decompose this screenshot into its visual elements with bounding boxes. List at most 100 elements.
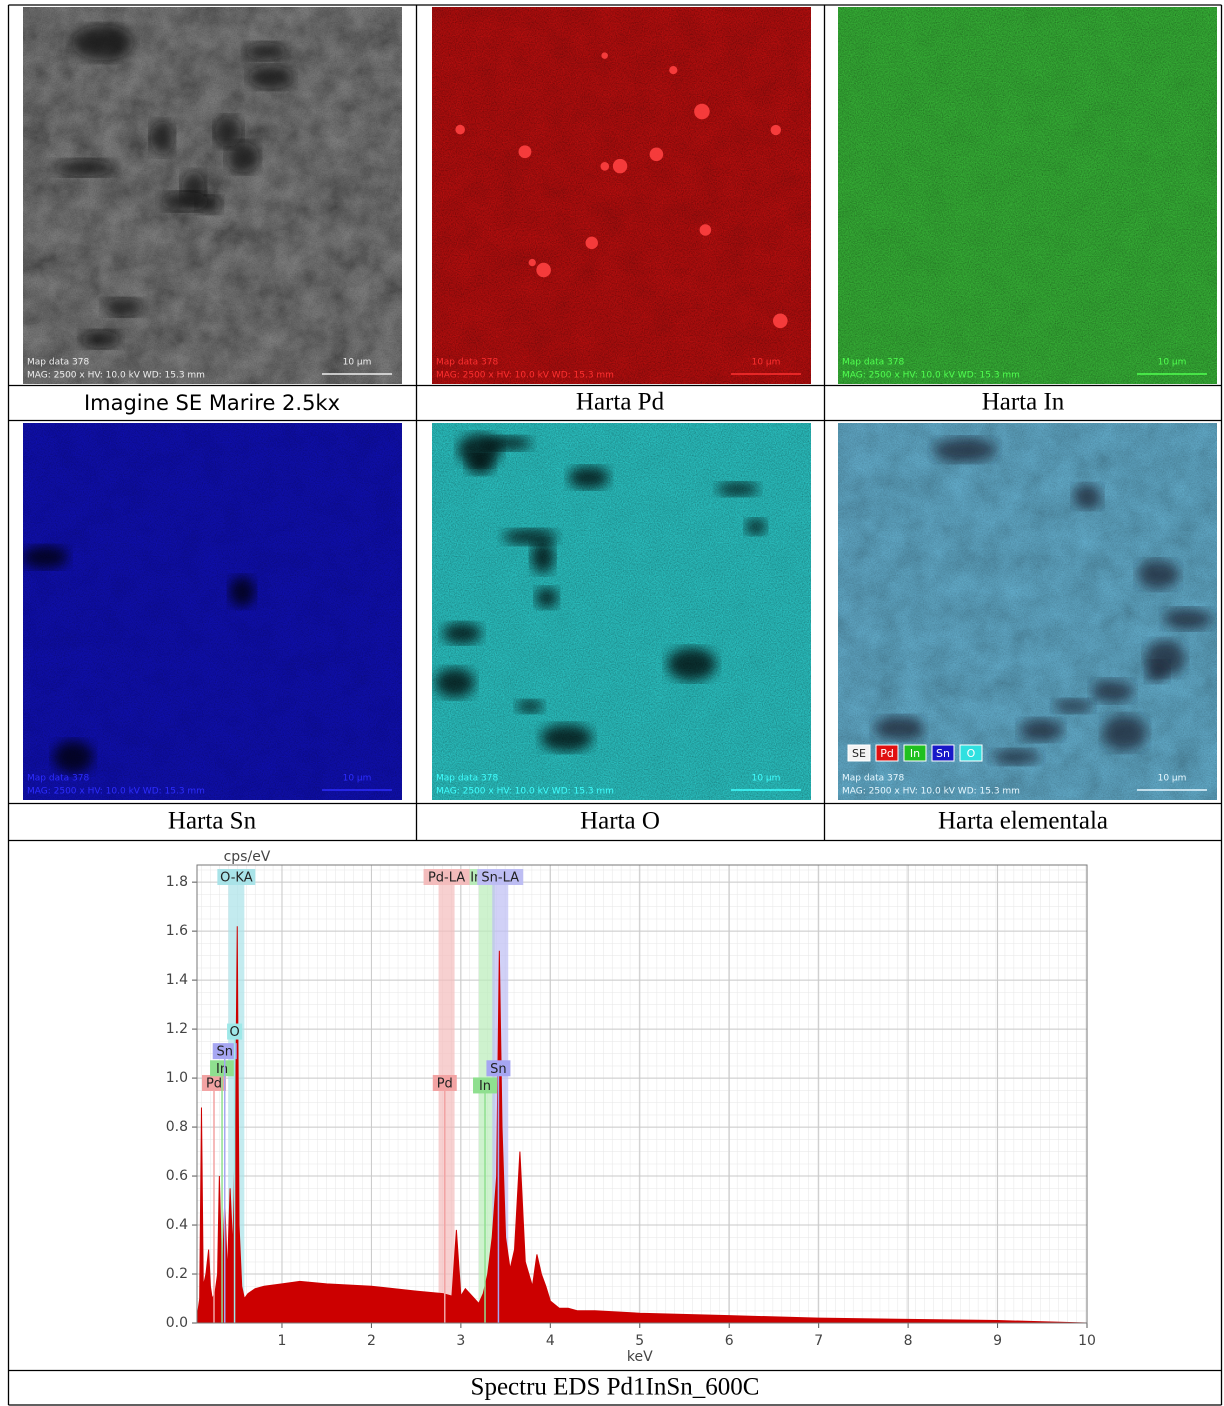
dark-feature xyxy=(874,716,923,740)
scale-label: 10 µm xyxy=(752,774,781,784)
dark-feature xyxy=(1137,560,1179,589)
x-tick-label: 2 xyxy=(367,1333,376,1349)
bright-spot xyxy=(700,224,712,236)
dark-feature xyxy=(1146,661,1168,682)
map-info: MAG: 2500 x HV: 10.0 kV WD: 15.3 mm xyxy=(436,787,614,797)
map-label: Map data 378 xyxy=(436,774,498,784)
bright-spot xyxy=(600,162,609,171)
dark-feature xyxy=(934,438,996,462)
x-tick-label: 9 xyxy=(993,1333,1002,1349)
map-info: MAG: 2500 x HV: 10.0 kV WD: 15.3 mm xyxy=(436,371,614,381)
micrograph: Map data 378 MAG: 2500 x HV: 10.0 kV WD: … xyxy=(432,7,811,384)
bright-spot xyxy=(529,259,536,266)
legend-label: O xyxy=(967,747,976,760)
dark-feature xyxy=(248,65,293,89)
band-label: O-KA xyxy=(220,871,253,886)
spectrum-chart: 0.00.20.40.60.81.01.21.41.61.81234567891… xyxy=(166,849,1096,1365)
marker-label: Pd xyxy=(206,1076,222,1091)
dark-feature xyxy=(484,436,531,450)
legend-label: In xyxy=(910,747,920,760)
marker-label: In xyxy=(479,1079,491,1094)
dark-feature xyxy=(435,668,475,698)
dark-feature xyxy=(1019,719,1062,741)
document: Map data 378 MAG: 2500 x HV: 10.0 kV WD: … xyxy=(0,0,1224,1406)
dark-feature xyxy=(72,25,133,60)
bright-spot xyxy=(771,125,781,135)
legend-label: Pd xyxy=(880,747,894,760)
y-tick-label: 0.8 xyxy=(166,1119,188,1135)
map-label: Map data 378 xyxy=(27,774,89,784)
band-label: Sn-LA xyxy=(481,871,519,886)
marker-label: Pd xyxy=(437,1076,453,1091)
x-tick-label: 3 xyxy=(456,1333,465,1349)
scale-label: 10 µm xyxy=(343,358,372,368)
y-tick-label: 0.6 xyxy=(166,1168,188,1184)
y-tick-label: 0.0 xyxy=(166,1315,188,1331)
image-noise xyxy=(838,423,1217,800)
dark-feature xyxy=(22,546,68,569)
map-label: Map data 378 xyxy=(842,358,904,368)
marker-label: Sn xyxy=(216,1045,233,1060)
dark-feature xyxy=(1091,680,1133,703)
map-label: Map data 378 xyxy=(842,774,904,784)
caption: Spectru EDS Pd1InSn_600C xyxy=(471,1374,760,1401)
caption: Harta elementala xyxy=(938,808,1108,835)
dark-feature xyxy=(1163,608,1212,629)
dark-feature xyxy=(1103,715,1147,751)
dark-feature xyxy=(745,519,766,535)
y-axis-label: cps/eV xyxy=(224,849,271,865)
y-tick-label: 0.4 xyxy=(166,1217,188,1233)
image-noise xyxy=(432,7,811,384)
marker-label: O xyxy=(229,1025,239,1040)
dark-feature xyxy=(245,42,287,60)
dark-feature xyxy=(503,529,558,544)
plot-area xyxy=(197,865,1087,1323)
bright-spot xyxy=(773,314,788,329)
bright-spot xyxy=(613,159,627,173)
dark-feature xyxy=(53,741,93,774)
dark-feature xyxy=(1054,699,1093,713)
bright-spot xyxy=(650,148,664,162)
x-tick-label: 7 xyxy=(814,1333,823,1349)
dark-feature xyxy=(568,467,609,489)
y-tick-label: 1.8 xyxy=(166,874,188,890)
element-band xyxy=(439,875,455,1323)
x-tick-label: 6 xyxy=(725,1333,734,1349)
y-tick-label: 0.2 xyxy=(166,1266,188,1282)
map-info: MAG: 2500 x HV: 10.0 kV WD: 15.3 mm xyxy=(27,787,205,797)
x-tick-label: 10 xyxy=(1078,1333,1096,1349)
bright-spot xyxy=(669,66,677,74)
dark-feature xyxy=(53,160,115,177)
dark-feature xyxy=(229,576,255,607)
map-info: MAG: 2500 x HV: 10.0 kV WD: 15.3 mm xyxy=(27,371,205,381)
caption: Imagine SE Marire 2.5kx xyxy=(84,391,340,415)
x-tick-label: 4 xyxy=(546,1333,555,1349)
dark-feature xyxy=(992,749,1041,765)
y-tick-label: 1.0 xyxy=(166,1070,188,1086)
caption: Harta Sn xyxy=(168,808,257,835)
dark-feature xyxy=(442,623,481,644)
map-label: Map data 378 xyxy=(436,358,498,368)
caption: Harta O xyxy=(580,808,660,835)
caption: Harta In xyxy=(982,389,1065,416)
dark-feature xyxy=(81,331,121,349)
micrograph: Map data 378 MAG: 2500 x HV: 10.0 kV WD: … xyxy=(432,423,811,800)
dark-feature xyxy=(150,121,174,155)
dark-feature xyxy=(160,192,210,211)
bright-spot xyxy=(536,263,551,278)
dark-feature xyxy=(1073,484,1102,509)
map-info: MAG: 2500 x HV: 10.0 kV WD: 15.3 mm xyxy=(842,787,1020,797)
bright-spot xyxy=(455,125,465,135)
band-label: Pd-LA xyxy=(428,871,465,886)
dark-feature xyxy=(535,588,558,609)
page: {"table": { "rows": [ {"captions": ["Ima… xyxy=(0,0,1224,1406)
micrograph: Map data 378 MAG: 2500 x HV: 10.0 kV WD: … xyxy=(838,7,1217,384)
bright-spot xyxy=(586,237,598,249)
x-tick-label: 5 xyxy=(635,1333,644,1349)
dark-feature xyxy=(215,116,242,147)
scale-label: 10 µm xyxy=(343,774,372,784)
map-info: MAG: 2500 x HV: 10.0 kV WD: 15.3 mm xyxy=(842,371,1020,381)
x-axis-label: keV xyxy=(627,1349,653,1365)
bright-spot xyxy=(601,52,607,58)
